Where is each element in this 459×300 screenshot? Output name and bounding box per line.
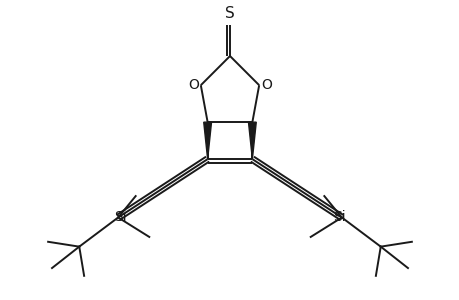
Text: Si: Si bbox=[113, 211, 126, 224]
Text: S: S bbox=[224, 6, 235, 21]
Polygon shape bbox=[248, 122, 256, 159]
Polygon shape bbox=[203, 122, 211, 159]
Text: Si: Si bbox=[333, 211, 346, 224]
Text: O: O bbox=[188, 78, 198, 92]
Text: O: O bbox=[261, 78, 271, 92]
